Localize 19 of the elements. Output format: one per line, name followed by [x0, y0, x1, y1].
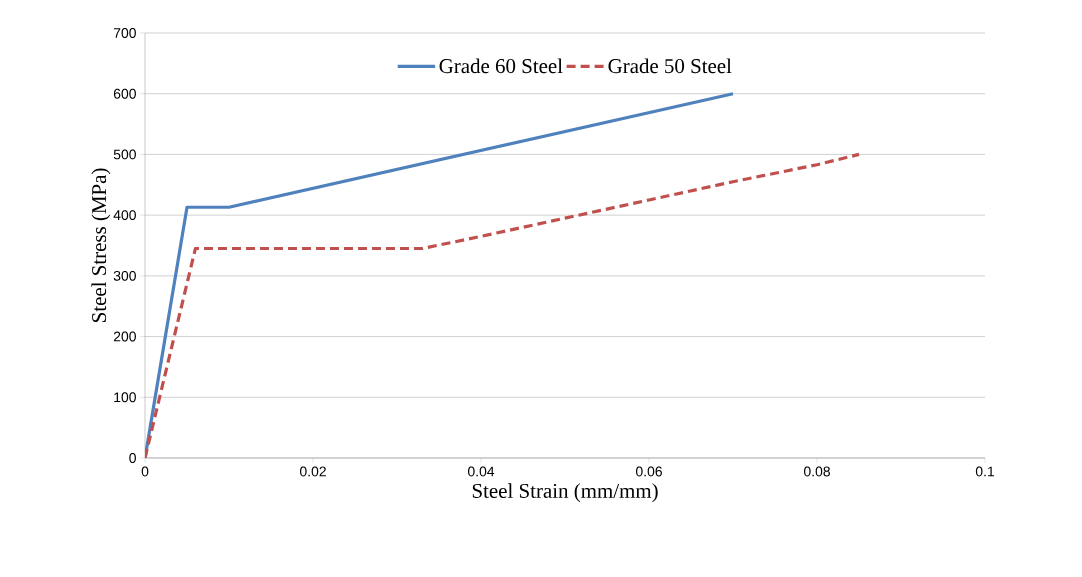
line-series: [145, 152, 861, 458]
legend-label: Grade 60 Steel: [439, 58, 563, 74]
x-axis-title: Steel Strain (mm/mm): [472, 483, 658, 503]
y-axis-title: Steel Stress (MPa): [91, 168, 111, 322]
x-tick-label: 0.06: [635, 466, 662, 477]
x-tick-label: 0.08: [803, 466, 830, 477]
y-tick-label: 600: [113, 88, 136, 99]
x-tick-label: 0.1: [975, 466, 995, 477]
y-tick-label: 400: [113, 210, 136, 221]
y-tick-label: 300: [113, 270, 136, 281]
y-tick-label: 500: [113, 149, 136, 160]
legend-label: Grade 50 Steel: [608, 58, 732, 74]
x-tick-label: 0.04: [467, 466, 495, 477]
y-tick-label: 0: [129, 453, 136, 463]
x-tick-label: 0.02: [299, 466, 326, 477]
x-tick-label: 0: [141, 466, 149, 477]
y-tick-label: 100: [114, 392, 136, 403]
y-tick-label: 700: [113, 28, 136, 38]
y-tick-label: 200: [113, 331, 136, 342]
